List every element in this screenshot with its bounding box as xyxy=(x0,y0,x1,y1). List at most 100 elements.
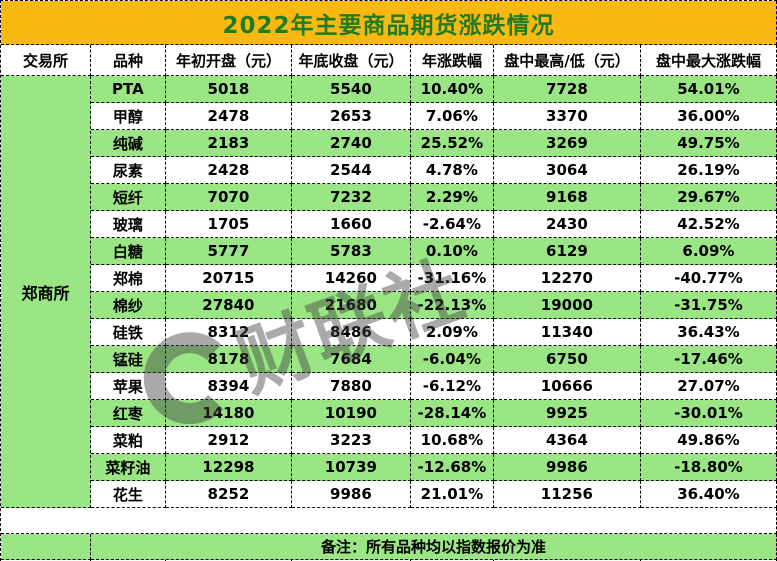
year_change-cell: 25.52% xyxy=(410,130,494,157)
open-cell: 5777 xyxy=(165,238,292,265)
open-cell: 8312 xyxy=(165,319,292,346)
table-row: 硅铁 8312 8486 2.09% 11340 36.43% xyxy=(90,319,777,346)
year_change-cell: 21.01% xyxy=(410,481,494,508)
intraday_high_low-cell: 3269 xyxy=(493,130,641,157)
open-cell: 27840 xyxy=(165,292,292,319)
year_change-cell: -28.14% xyxy=(410,400,494,427)
close-cell: 10739 xyxy=(291,454,411,481)
variety-cell: 硅铁 xyxy=(90,319,166,346)
year_change-cell: -31.16% xyxy=(410,265,494,292)
header-cell-4: 年涨跌幅 xyxy=(411,45,494,76)
note-cell: 备注：所有品种均以指数报价为准 xyxy=(91,534,777,560)
intraday_high_low-cell: 11256 xyxy=(493,481,641,508)
table-row: 红枣 14180 10190 -28.14% 9925 -30.01% xyxy=(90,400,777,427)
table-row: 短纤 7070 7232 2.29% 9168 29.67% xyxy=(90,184,777,211)
year_change-cell: 10.40% xyxy=(410,76,494,103)
max_intraday_change-cell: -40.77% xyxy=(640,265,777,292)
intraday_high_low-cell: 2430 xyxy=(493,211,641,238)
header-cell-5: 盘中最高/低（元） xyxy=(494,45,641,76)
max_intraday_change-cell: -17.46% xyxy=(640,346,777,373)
open-cell: 5018 xyxy=(165,76,292,103)
variety-cell: 玻璃 xyxy=(90,211,166,238)
max_intraday_change-cell: 54.01% xyxy=(640,76,777,103)
variety-cell: 苹果 xyxy=(90,373,166,400)
variety-cell: 甲醇 xyxy=(90,103,166,130)
close-cell: 1660 xyxy=(291,211,411,238)
variety-cell: 郑棉 xyxy=(90,265,166,292)
year_change-cell: -2.64% xyxy=(410,211,494,238)
intraday_high_low-cell: 9925 xyxy=(493,400,641,427)
open-cell: 8394 xyxy=(165,373,292,400)
close-cell: 21680 xyxy=(291,292,411,319)
open-cell: 14180 xyxy=(165,400,292,427)
close-cell: 2740 xyxy=(291,130,411,157)
open-cell: 8178 xyxy=(165,346,292,373)
note-row: 备注：所有品种均以指数报价为准 xyxy=(1,534,777,560)
header-cell-0: 交易所 xyxy=(1,45,91,76)
close-cell: 2653 xyxy=(291,103,411,130)
open-cell: 2428 xyxy=(165,157,292,184)
max_intraday_change-cell: 6.09% xyxy=(640,238,777,265)
year_change-cell: 4.78% xyxy=(410,157,494,184)
table-body: 郑商所 PTA 5018 5540 10.40% 7728 54.01% 甲醇 2478 265… xyxy=(1,76,777,508)
close-cell: 5540 xyxy=(291,76,411,103)
intraday_high_low-cell: 6750 xyxy=(493,346,641,373)
table-title: 2022年主要商品期货涨跌情况 xyxy=(1,1,777,45)
variety-cell: 红枣 xyxy=(90,400,166,427)
intraday_high_low-cell: 7728 xyxy=(493,76,641,103)
intraday_high_low-cell: 10666 xyxy=(493,373,641,400)
table-row: 纯碱 2183 2740 25.52% 3269 49.75% xyxy=(90,130,777,157)
header-cell-2: 年初开盘（元） xyxy=(166,45,292,76)
table-row: PTA 5018 5540 10.40% 7728 54.01% xyxy=(90,76,777,103)
variety-cell: 白糖 xyxy=(90,238,166,265)
year_change-cell: 7.06% xyxy=(410,103,494,130)
table-row: 郑棉 20715 14260 -31.16% 12270 -40.77% xyxy=(90,265,777,292)
table-row: 锰硅 8178 7684 -6.04% 6750 -17.46% xyxy=(90,346,777,373)
open-cell: 7070 xyxy=(165,184,292,211)
header-row: 交易所 品种 年初开盘（元） 年底收盘（元） 年涨跌幅 盘中最高/低（元） 盘中最大涨跌幅 xyxy=(1,45,777,76)
table-row: 菜粕 2912 3223 10.68% 4364 49.86% xyxy=(90,427,777,454)
max_intraday_change-cell: 36.00% xyxy=(640,103,777,130)
max_intraday_change-cell: 26.19% xyxy=(640,157,777,184)
exchange-merged-cell: 郑商所 xyxy=(1,76,91,508)
table-row: 白糖 5777 5783 0.10% 6129 6.09% xyxy=(90,238,777,265)
year_change-cell: -6.12% xyxy=(410,373,494,400)
close-cell: 7880 xyxy=(291,373,411,400)
year_change-cell: 2.09% xyxy=(410,319,494,346)
max_intraday_change-cell: 36.43% xyxy=(640,319,777,346)
max_intraday_change-cell: 42.52% xyxy=(640,211,777,238)
close-cell: 7684 xyxy=(291,346,411,373)
max_intraday_change-cell: 29.67% xyxy=(640,184,777,211)
header-cell-6: 盘中最大涨跌幅 xyxy=(641,45,777,76)
max_intraday_change-cell: 49.86% xyxy=(640,427,777,454)
data-rows: PTA 5018 5540 10.40% 7728 54.01% 甲醇 2478 2653 7.0… xyxy=(90,76,777,508)
table-row: 甲醇 2478 2653 7.06% 3370 36.00% xyxy=(90,103,777,130)
max_intraday_change-cell: 36.40% xyxy=(640,481,777,508)
year_change-cell: 2.29% xyxy=(410,184,494,211)
intraday_high_low-cell: 9986 xyxy=(493,454,641,481)
variety-cell: 锰硅 xyxy=(90,346,166,373)
year_change-cell: -22.13% xyxy=(410,292,494,319)
header-cell-1: 品种 xyxy=(91,45,166,76)
intraday_high_low-cell: 3064 xyxy=(493,157,641,184)
note-left-cell xyxy=(1,534,91,560)
open-cell: 2912 xyxy=(165,427,292,454)
close-cell: 3223 xyxy=(291,427,411,454)
intraday_high_low-cell: 19000 xyxy=(493,292,641,319)
max_intraday_change-cell: -18.80% xyxy=(640,454,777,481)
intraday_high_low-cell: 9168 xyxy=(493,184,641,211)
open-cell: 2183 xyxy=(165,130,292,157)
variety-cell: 尿素 xyxy=(90,157,166,184)
variety-cell: 花生 xyxy=(90,481,166,508)
open-cell: 2478 xyxy=(165,103,292,130)
open-cell: 1705 xyxy=(165,211,292,238)
table-row: 尿素 2428 2544 4.78% 3064 26.19% xyxy=(90,157,777,184)
table-row: 苹果 8394 7880 -6.12% 10666 27.07% xyxy=(90,373,777,400)
close-cell: 10190 xyxy=(291,400,411,427)
variety-cell: 短纤 xyxy=(90,184,166,211)
close-cell: 9986 xyxy=(291,481,411,508)
intraday_high_low-cell: 3370 xyxy=(493,103,641,130)
open-cell: 12298 xyxy=(165,454,292,481)
open-cell: 20715 xyxy=(165,265,292,292)
